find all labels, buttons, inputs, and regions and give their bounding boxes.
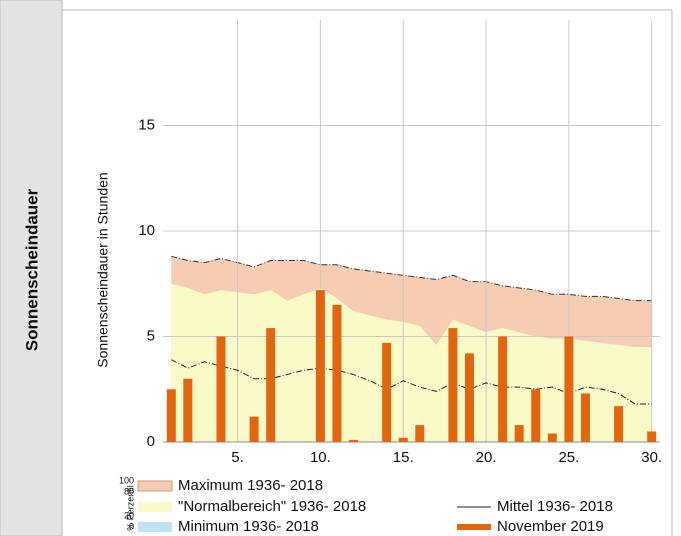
y-tick-label: 15 bbox=[138, 116, 155, 133]
bar bbox=[564, 336, 574, 442]
bar bbox=[415, 425, 425, 442]
x-tick-label: 30. bbox=[641, 449, 662, 466]
bar bbox=[531, 389, 541, 442]
side-panel bbox=[0, 0, 63, 536]
bar bbox=[647, 431, 657, 442]
bar bbox=[249, 416, 259, 442]
bar bbox=[398, 437, 408, 442]
percentile-tick: 0 bbox=[129, 521, 134, 531]
y-tick-label: 0 bbox=[147, 433, 155, 450]
max-line bbox=[171, 255, 652, 302]
percentile-tick: 20 bbox=[124, 510, 134, 520]
bar bbox=[166, 389, 176, 442]
bar bbox=[580, 393, 590, 442]
x-tick-label: 20. bbox=[476, 449, 497, 466]
y-tick-label: 10 bbox=[138, 222, 155, 239]
percentile-label: % Perzentil bbox=[125, 485, 135, 531]
legend-label: "Normalbereich" 1936- 2018 bbox=[178, 498, 366, 515]
bar bbox=[514, 425, 524, 442]
bar bbox=[183, 378, 193, 442]
x-tick-label: 5. bbox=[231, 449, 244, 466]
percentile-tick: 80 bbox=[124, 486, 134, 496]
bar bbox=[464, 353, 474, 442]
y-axis-label: Sonnenscheindauer in Stunden bbox=[95, 172, 111, 367]
legend-swatch bbox=[138, 522, 172, 532]
bar bbox=[332, 304, 342, 442]
percentile-tick: 100 bbox=[119, 475, 134, 485]
bar bbox=[448, 328, 458, 442]
bar bbox=[382, 342, 392, 442]
bar bbox=[498, 336, 508, 442]
bar bbox=[547, 433, 557, 442]
panel-title: Sonnenscheindauer bbox=[22, 188, 41, 351]
bar bbox=[266, 328, 276, 442]
legend-label: November 2019 bbox=[497, 518, 604, 535]
bar bbox=[349, 439, 359, 442]
bar bbox=[216, 336, 226, 442]
legend-label: Mittel 1936- 2018 bbox=[497, 498, 613, 515]
bar bbox=[614, 406, 624, 442]
x-tick-label: 25. bbox=[558, 449, 579, 466]
legend-label: Minimum 1936- 2018 bbox=[178, 518, 319, 535]
y-tick-label: 5 bbox=[147, 327, 155, 344]
legend-swatch bbox=[138, 502, 172, 512]
legend-swatch bbox=[137, 480, 173, 492]
bar bbox=[315, 290, 325, 442]
x-tick-label: 15. bbox=[393, 449, 414, 466]
x-tick-label: 10. bbox=[310, 449, 331, 466]
legend-label: Maximum 1936- 2018 bbox=[178, 477, 323, 494]
